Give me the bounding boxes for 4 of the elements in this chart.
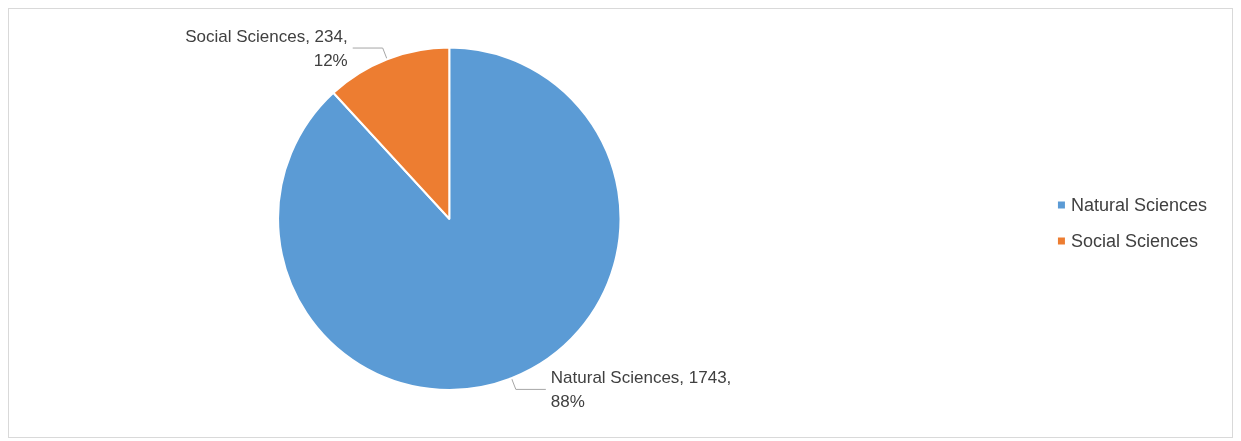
legend-label: Natural Sciences	[1070, 195, 1208, 215]
data-label: Natural Sciences, 1743, 88%	[550, 367, 732, 411]
legend-label: Social Sciences	[1070, 231, 1199, 251]
data-label: Social Sciences, 234, 12%	[185, 26, 348, 70]
